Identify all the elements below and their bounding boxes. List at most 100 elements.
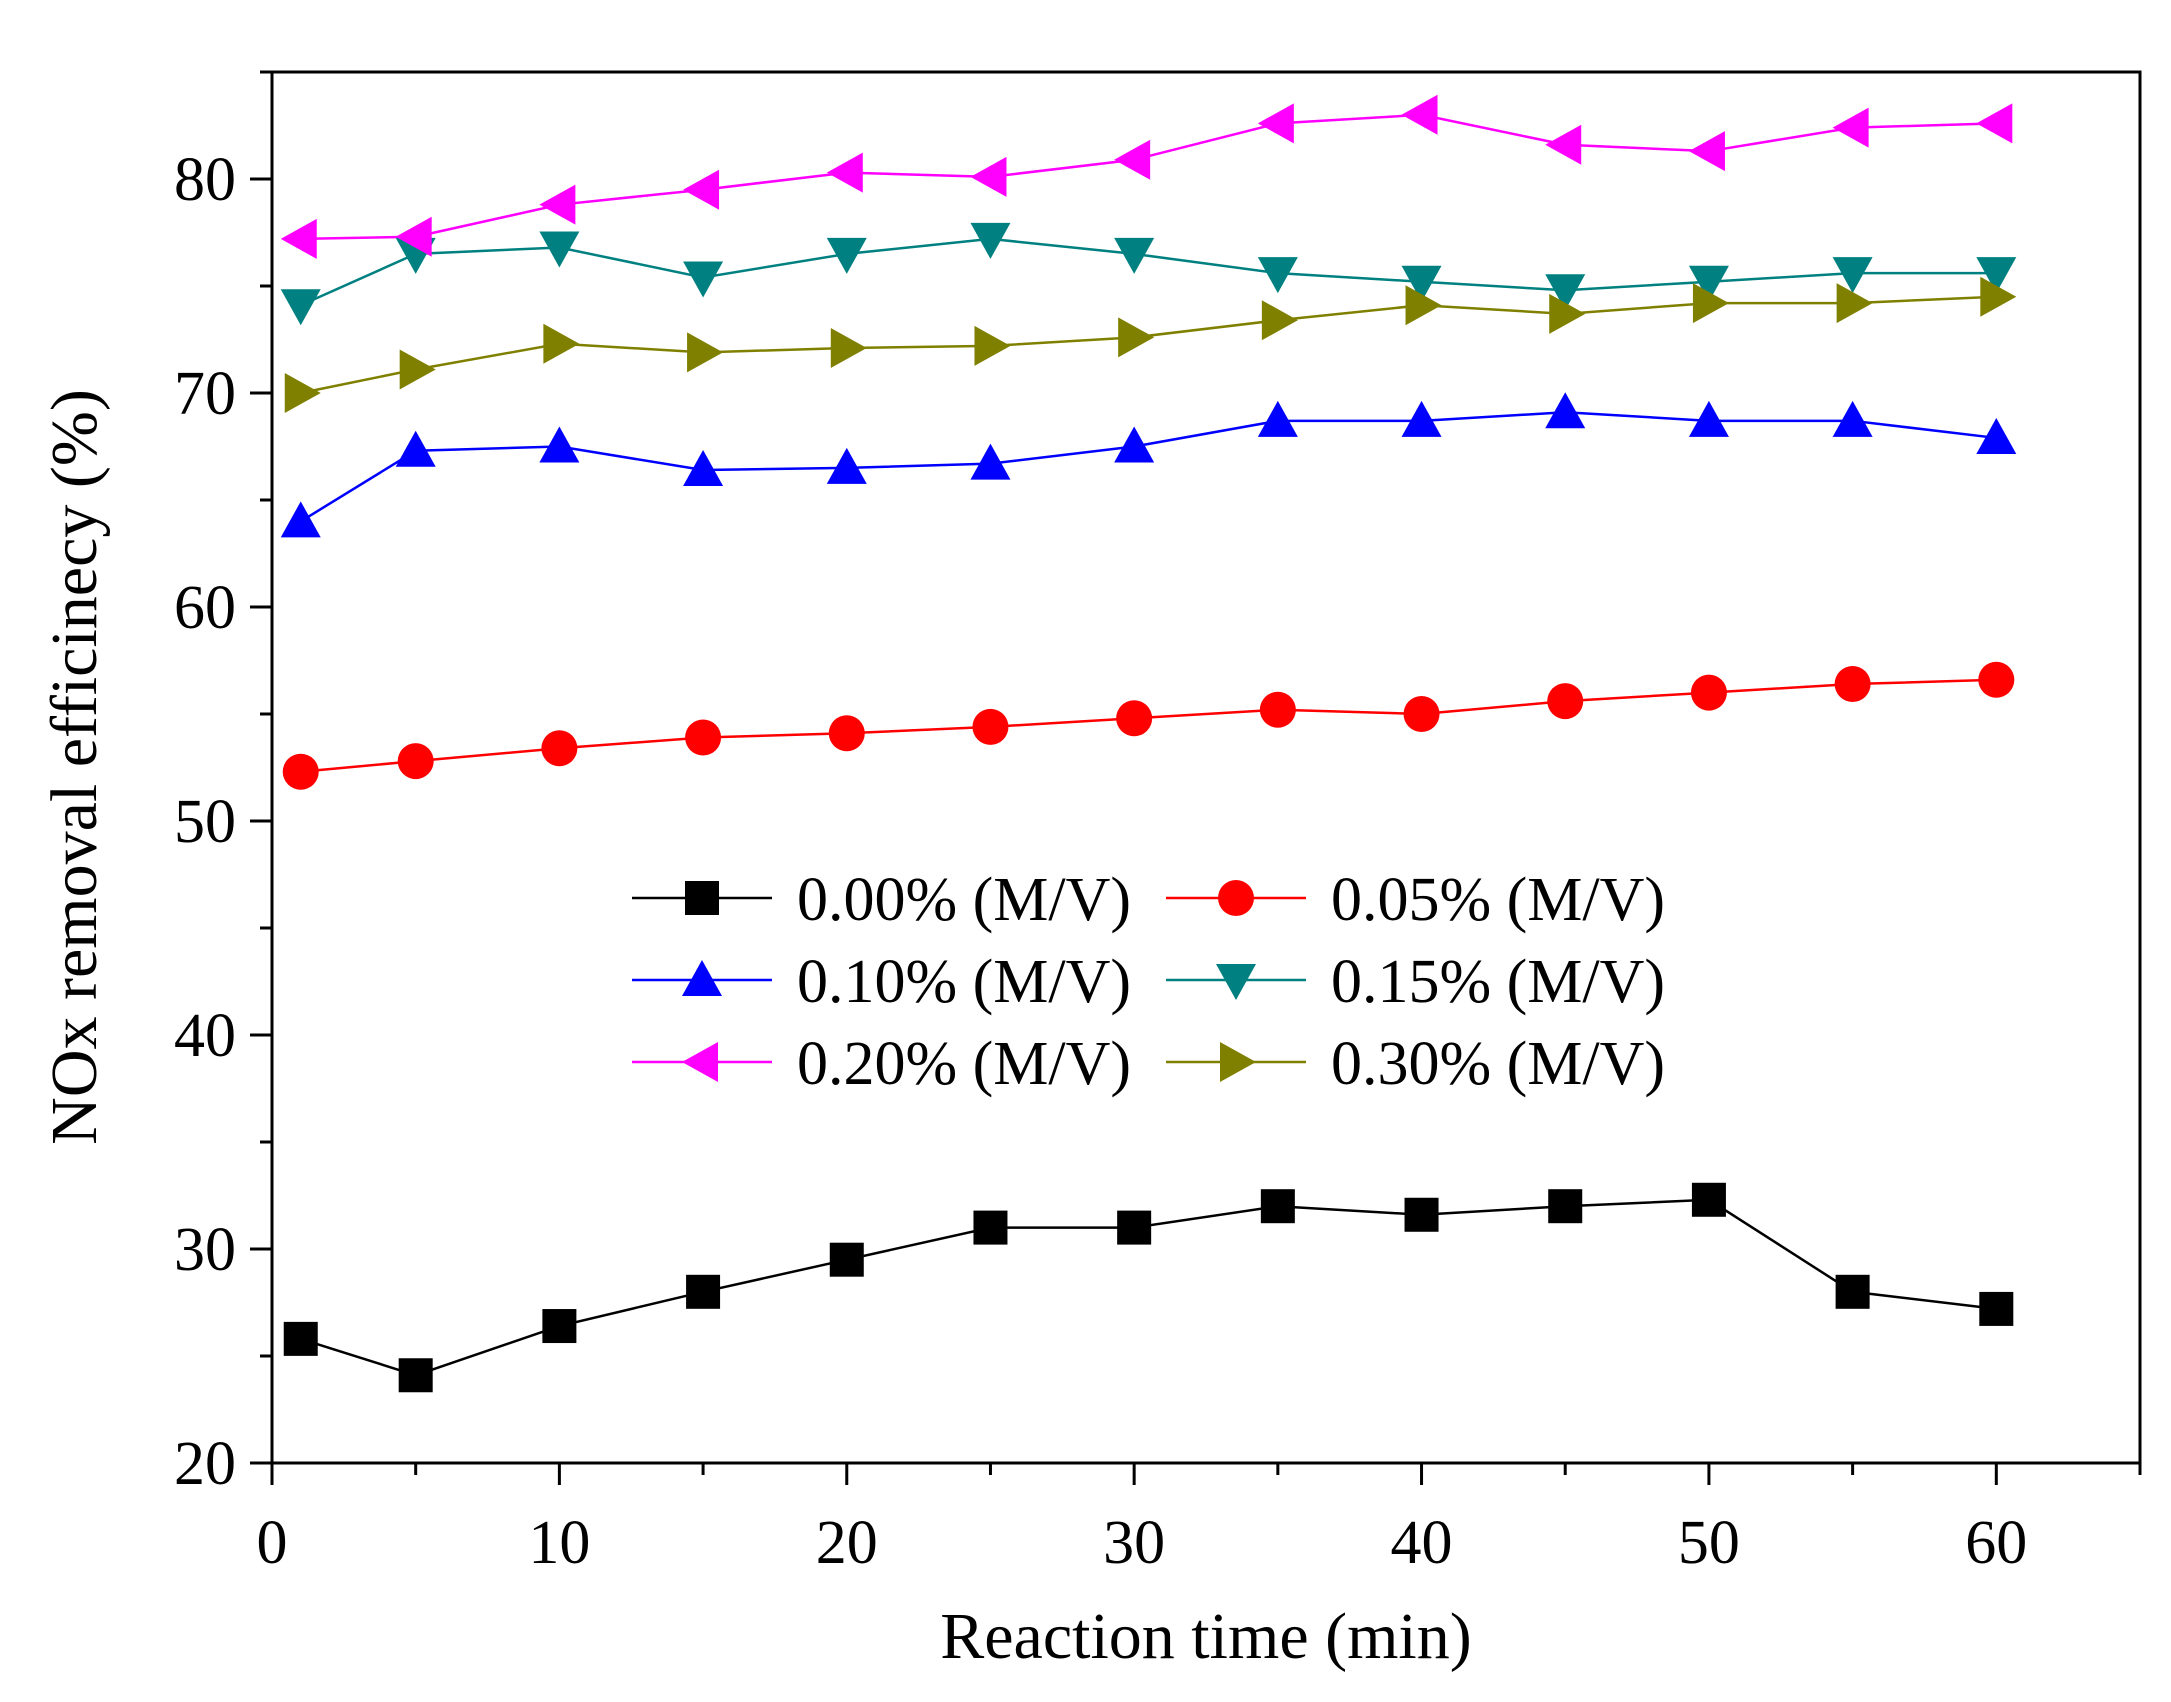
data-point-series-5	[1836, 283, 1873, 324]
legend-marker-2	[682, 960, 722, 996]
data-point-series-0	[686, 1274, 721, 1309]
legend-label-1: 0.05% (M/V)	[1331, 866, 1665, 934]
data-point-series-1	[1834, 666, 1871, 703]
series-markers	[280, 94, 2017, 1393]
data-point-series-3	[1545, 274, 1586, 311]
data-point-series-5	[1405, 285, 1442, 326]
data-point-series-4	[539, 184, 576, 225]
data-point-series-5	[543, 323, 580, 364]
legend-label-3: 0.15% (M/V)	[1331, 948, 1665, 1016]
data-point-series-4	[683, 169, 720, 210]
y-axis-title: NOx removal efficinecy (%)	[38, 389, 111, 1145]
data-point-series-1	[972, 708, 1009, 745]
data-point-series-5	[399, 349, 436, 390]
data-point-series-4	[826, 152, 863, 193]
legend-label-0: 0.00% (M/V)	[797, 866, 1131, 934]
data-point-series-5	[1118, 317, 1155, 358]
data-point-series-0	[1691, 1182, 1726, 1217]
data-point-series-2	[1401, 400, 1442, 437]
data-point-series-5	[1549, 293, 1586, 334]
data-point-series-3	[1832, 257, 1873, 294]
y-tick-label: 70	[174, 360, 236, 428]
legend-label-2: 0.10% (M/V)	[797, 948, 1131, 1016]
data-point-series-3	[683, 261, 724, 298]
legend-label-4: 0.20% (M/V)	[797, 1030, 1131, 1098]
legend-marker-5	[1220, 1042, 1256, 1082]
data-point-series-1	[1978, 661, 2015, 698]
data-point-series-0	[973, 1210, 1008, 1245]
data-point-series-1	[397, 743, 434, 780]
data-point-series-4	[1832, 107, 1869, 148]
x-tick-label: 60	[1965, 1509, 2027, 1577]
x-tick-label: 0	[257, 1509, 288, 1577]
data-point-series-2	[970, 443, 1011, 480]
x-tick-label: 10	[528, 1509, 590, 1577]
data-point-series-2	[280, 501, 321, 538]
data-point-series-3	[1401, 265, 1442, 302]
data-point-series-3	[1688, 265, 1729, 302]
x-tick-label: 50	[1678, 1509, 1740, 1577]
data-point-series-1	[828, 715, 865, 752]
data-point-series-5	[974, 325, 1011, 366]
data-point-series-0	[542, 1309, 577, 1344]
data-point-series-0	[1979, 1291, 2014, 1326]
data-point-series-2	[1688, 400, 1729, 437]
data-point-series-2	[1976, 417, 2017, 454]
data-point-series-0	[1835, 1274, 1870, 1309]
axis-ticks	[250, 70, 2142, 1485]
data-point-series-0	[1117, 1210, 1152, 1245]
data-point-series-4	[1257, 103, 1294, 144]
legend-marker-0	[685, 881, 719, 915]
data-point-series-5	[1261, 300, 1298, 341]
data-point-series-5	[1692, 283, 1729, 324]
data-point-series-5	[687, 332, 724, 373]
y-tick-label: 50	[174, 788, 236, 856]
legend-marker-1	[1218, 880, 1254, 916]
data-point-series-4	[1688, 131, 1725, 172]
data-point-series-2	[395, 430, 436, 467]
legend-marker-4	[682, 1042, 718, 1082]
y-tick-label: 20	[174, 1430, 236, 1498]
data-point-series-2	[1114, 426, 1155, 463]
data-point-series-3	[280, 289, 321, 326]
data-point-series-0	[398, 1358, 433, 1393]
data-point-series-1	[1403, 696, 1440, 732]
data-point-series-1	[685, 719, 722, 756]
data-point-series-3	[539, 231, 580, 268]
y-tick-label: 80	[174, 146, 236, 214]
axis-tick-labels: 0 10 20 30 40 50 60 20 30 40 50 60 70 80	[174, 146, 2027, 1577]
y-tick-label: 60	[174, 574, 236, 642]
data-point-series-4	[1114, 139, 1151, 180]
data-point-series-2	[826, 447, 867, 484]
data-point-series-4	[395, 216, 432, 257]
series-line-2	[300, 411, 1997, 523]
data-point-series-2	[1257, 400, 1298, 437]
data-point-series-2	[1545, 392, 1586, 429]
legend-marker-3	[1216, 964, 1256, 1000]
legend: 0.00% (M/V) 0.05% (M/V) 0.10% (M/V) 0.15% (…	[632, 866, 1665, 1098]
data-point-series-5	[284, 373, 321, 413]
data-point-series-3	[1114, 237, 1155, 274]
x-tick-label: 30	[1103, 1509, 1165, 1577]
x-tick-label: 40	[1391, 1509, 1453, 1577]
data-point-series-4	[1401, 94, 1438, 135]
x-axis-title: Reaction time (min)	[940, 1600, 1472, 1673]
data-point-series-3	[826, 237, 867, 274]
data-point-series-1	[1116, 700, 1153, 737]
data-point-series-3	[970, 222, 1011, 259]
data-point-series-0	[1260, 1189, 1295, 1224]
data-point-series-4	[970, 156, 1007, 197]
y-tick-label: 40	[174, 1002, 236, 1070]
data-point-series-0	[283, 1321, 318, 1356]
plot-area-frame	[270, 70, 2142, 1465]
y-tick-label: 30	[174, 1216, 236, 1284]
data-point-series-4	[1976, 103, 2013, 144]
x-tick-label: 20	[816, 1509, 878, 1577]
data-point-series-5	[1980, 276, 2017, 317]
data-point-series-0	[1548, 1189, 1583, 1224]
data-point-series-2	[1832, 400, 1873, 437]
data-point-series-1	[282, 753, 319, 790]
data-point-series-2	[539, 426, 580, 463]
data-point-series-4	[1545, 124, 1582, 165]
